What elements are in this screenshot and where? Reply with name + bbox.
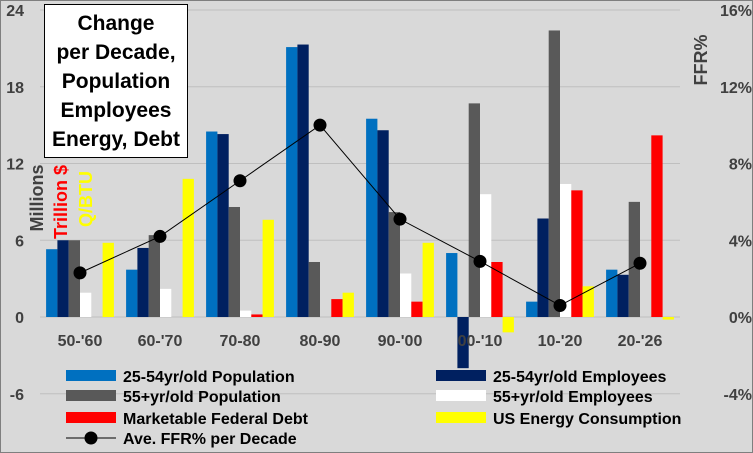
legend-label: 25-54yr/old Employees (493, 369, 667, 386)
bar (480, 194, 492, 317)
right-axis-tick-label: 4% (729, 233, 752, 250)
right-axis-tick-label: 16% (720, 3, 752, 20)
bar (377, 130, 389, 317)
bar (46, 249, 58, 317)
category-label: 50-'60 (58, 333, 103, 350)
right-axis-tick-label: 12% (720, 80, 752, 97)
bar (400, 273, 412, 317)
ffr-point (153, 229, 167, 243)
legend-swatch (436, 370, 486, 381)
bar (411, 301, 423, 317)
legend-swatch (436, 390, 486, 401)
left-axis-tick-label: 0 (15, 310, 24, 327)
bar (457, 317, 469, 369)
legend-label: 25-54yr/old Population (123, 369, 295, 386)
bar (308, 261, 320, 317)
bar (502, 317, 514, 333)
bar (80, 292, 92, 317)
ffr-point (553, 298, 567, 312)
bar (617, 274, 629, 317)
bar (331, 299, 343, 317)
left-axis-tick-label: 12 (6, 157, 24, 174)
bar (228, 206, 240, 317)
bar (342, 292, 354, 317)
legend-label: 55+yr/old Population (123, 389, 281, 406)
bar (662, 317, 674, 320)
legend-label: US Energy Consumption (493, 411, 681, 428)
left-axis-label: Q/BTU (76, 171, 96, 227)
legend-swatch (66, 390, 116, 401)
legend-swatch (66, 370, 116, 381)
bar (137, 247, 149, 317)
ffr-point (73, 266, 87, 280)
ffr-point (233, 174, 247, 188)
bar (548, 30, 560, 317)
left-axis-label: Trillion $ (51, 165, 71, 239)
bar (651, 135, 663, 317)
bar (582, 286, 594, 317)
ffr-point (313, 118, 327, 132)
bar (422, 242, 434, 317)
bar (286, 47, 298, 318)
bar (560, 183, 572, 317)
category-label: 80-90 (300, 333, 341, 350)
right-axis-tick-label: 0% (729, 310, 752, 327)
bar (126, 269, 138, 317)
bar (57, 240, 69, 317)
ffr-point (633, 256, 647, 270)
bar (446, 253, 458, 317)
left-axis-tick-label: 6 (15, 233, 24, 250)
legend-swatch (436, 412, 486, 423)
bar (388, 212, 400, 317)
category-label: 90-'00 (378, 333, 423, 350)
bar (297, 44, 309, 317)
bar (182, 178, 194, 317)
bar (217, 134, 229, 317)
bar (468, 103, 480, 317)
chart-title-box: Change per Decade, Population Employees … (44, 4, 188, 158)
bar (102, 242, 114, 317)
bar (206, 131, 218, 317)
ffr-point (393, 212, 407, 226)
bar (366, 118, 378, 318)
bar (160, 288, 172, 317)
left-axis-tick-label: 24 (6, 3, 24, 20)
bar (537, 218, 549, 317)
legend-label: 55+yr/old Employees (493, 389, 653, 406)
ffr-point (473, 254, 487, 268)
chart-title: Change per Decade, Population Employees … (52, 11, 180, 151)
bar (606, 269, 618, 317)
bar (526, 301, 538, 317)
right-axis-tick-label: -4% (724, 387, 752, 404)
category-label: 60-'70 (138, 333, 183, 350)
category-label: 00-'10 (458, 333, 503, 350)
left-axis-label: Millions (27, 165, 47, 232)
category-label: 10-'20 (538, 333, 583, 350)
legend-swatch-marker (84, 431, 98, 445)
legend-label: Ave. FFR% per Decade (123, 431, 297, 448)
category-label: 20-'26 (618, 333, 663, 350)
bar (148, 235, 160, 317)
legend-swatch (66, 412, 116, 423)
bar (68, 240, 80, 317)
bar (571, 190, 583, 317)
ffr-line (79, 124, 641, 307)
left-axis-tick-label: 18 (6, 80, 24, 97)
right-axis-tick-label: 8% (729, 157, 752, 174)
bar (491, 261, 503, 317)
bar (240, 310, 252, 317)
legend-label: Marketable Federal Debt (123, 411, 309, 428)
left-axis-tick-label: -6 (10, 387, 24, 404)
right-axis-title: FFR% (691, 35, 711, 86)
category-label: 70-80 (220, 333, 261, 350)
bar (262, 219, 274, 317)
bar (251, 314, 263, 317)
bar (628, 201, 640, 317)
